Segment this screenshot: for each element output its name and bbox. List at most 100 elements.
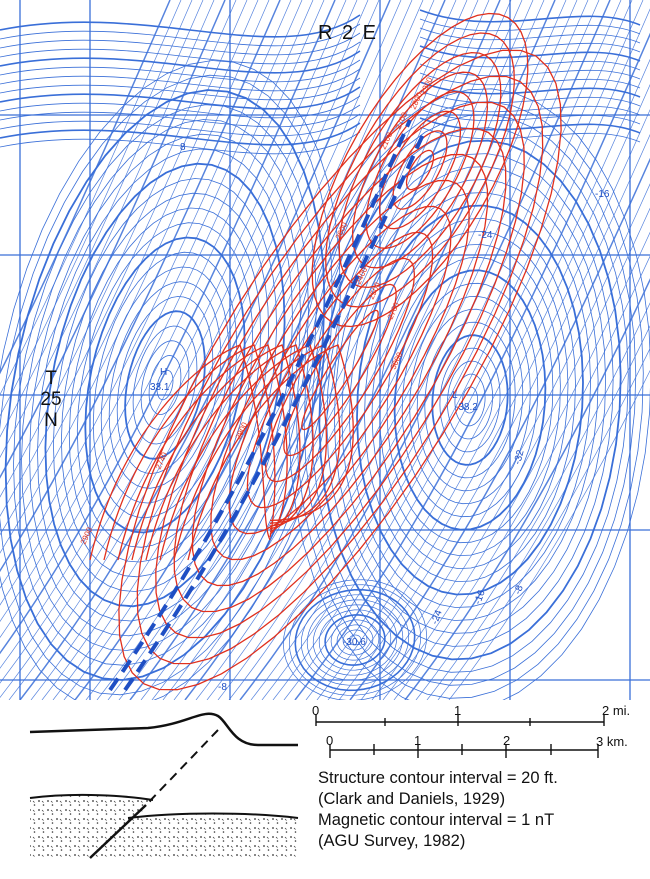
magnetic-contour-ring: [306, 599, 404, 681]
structure-contour-line: [365, 91, 475, 249]
magnetic-contour-ring: [29, 133, 301, 637]
magnetic-contour-ring: [454, 373, 486, 427]
magnetic-contour-label: -32: [512, 449, 526, 466]
magnetic-contour-line: [0, 113, 361, 137]
structure-contour-line: [118, 49, 562, 691]
structure-contour-line: [283, 283, 397, 457]
fault-solid: [89, 804, 147, 859]
magnetic-contour-ring: [156, 369, 174, 401]
magnetic-contour-ring: [60, 192, 270, 578]
magnetic-contour-line: [0, 14, 361, 38]
magnetic-contour-line: [0, 23, 361, 47]
magnetic-contour-ring: [140, 340, 190, 430]
magnetic-contour-ring: [282, 579, 428, 700]
scale-mi-0: 0: [312, 703, 320, 718]
magnetic-contour-ring: [386, 256, 554, 544]
magnetic-contour-ring: [108, 281, 222, 489]
structure-contour-line: [191, 153, 489, 587]
magnetic-contour-ring: [439, 347, 501, 453]
fault-dash-line: [108, 119, 412, 692]
magnetic-contour-label: -8: [512, 583, 526, 596]
magnetic-contour-ring: [312, 604, 398, 676]
magnetic-contour-label: -38.2: [455, 402, 478, 413]
magnetic-contour-line: [0, 41, 361, 65]
magnetic-contour-ring: [84, 236, 246, 534]
magnetic-contour-ring: [416, 308, 524, 492]
structure-contour-line: [325, 32, 515, 308]
magnetic-contour-line: [0, 0, 171, 375]
magnetic-contour-line: [419, 117, 641, 134]
magnetic-contour-label: H: [160, 367, 167, 378]
magnetic-contour-ring: [318, 139, 622, 661]
structure-contour-line: [131, 344, 301, 561]
magnetic-contour-ring: [21, 119, 309, 651]
magnetic-contour-line: [419, 36, 641, 53]
magnetic-contour-line: [0, 86, 361, 110]
magnetic-contour-line: [0, 59, 361, 83]
magnetic-contour-ring: [76, 222, 254, 548]
magnetic-contour-line: [0, 95, 361, 119]
structure-contour-line: [136, 75, 544, 665]
structure-contour-line: [228, 205, 452, 535]
magnetic-contour-line: [419, 90, 641, 107]
range-label: R 2 E: [318, 22, 379, 44]
magnetic-contour-ring: [148, 355, 182, 415]
magnetic-contour-label: -8: [218, 682, 227, 693]
magnetic-contour-ring: [288, 584, 422, 696]
magnetic-contour-ring: [52, 178, 278, 592]
magnetic-contour-ring: [132, 325, 198, 445]
fault-dashed: [145, 729, 219, 806]
magnetic-contour-ring: [409, 295, 531, 505]
magnetic-contour-ring: [356, 204, 584, 596]
scale-mi-2: 2 mi.: [602, 703, 631, 718]
structure-contour-line: [311, 12, 529, 328]
magnetic-contour-label: 33.1: [150, 382, 170, 393]
legend-structure-source: (Clark and Daniels, 1929): [318, 790, 506, 808]
magnetic-contour-line: [419, 45, 641, 62]
township-number: 25: [40, 389, 62, 410]
magnetic-contour-line: [419, 99, 641, 116]
magnetic-contour-line: [0, 77, 361, 101]
structure-contour-line: [117, 344, 288, 561]
structure-contour-line: [89, 344, 271, 561]
magnetic-contour-ring: [341, 179, 599, 621]
magnetic-contour-line: [419, 72, 641, 89]
magnetic-contour-line: [419, 27, 641, 44]
magnetic-contour-label: -16: [472, 588, 487, 606]
magnetic-contour-label: -24: [478, 230, 493, 241]
scale-km-1: 1: [414, 733, 422, 748]
scale-mi-1: 1: [454, 703, 462, 718]
magnetic-contour-ring: [324, 614, 386, 666]
magnetic-contour-line: [0, 0, 182, 396]
magnetic-contour-ring: [37, 148, 293, 622]
magnetic-contour-ring: [92, 251, 238, 519]
structure-contour-line: [103, 344, 276, 561]
scale-km-3: 3 km.: [596, 734, 628, 749]
scale-km-0: 0: [326, 733, 334, 748]
magnetic-contour-line: [419, 18, 641, 35]
magnetic-contour-line: [0, 32, 361, 56]
structure-contour-line: [392, 130, 448, 210]
magnetic-contour-ring: [4, 89, 326, 681]
surface-line: [29, 712, 298, 747]
magnetic-contour-ring: [0, 60, 341, 700]
magnetic-contour-line: [0, 68, 361, 92]
magnetic-contour-ring: [326, 153, 614, 647]
structure-contour-line: [338, 51, 502, 289]
structure-contour-line: [145, 344, 314, 561]
magnetic-contour-label: -16: [595, 189, 610, 200]
magnetic-contour-line: [0, 104, 361, 128]
cross-section-diagram: [29, 712, 299, 859]
magnetic-contour-ring: [300, 594, 410, 686]
magnetic-contour-label: 8: [180, 142, 186, 153]
township-direction: N: [44, 410, 58, 431]
township-label: T 25 N: [40, 368, 62, 431]
legend-structure-interval: Structure contour interval = 20 ft.: [318, 769, 558, 787]
magnetic-contour-ring: [296, 101, 644, 699]
magnetic-contour-line: [419, 54, 641, 71]
magnetic-contour-ring: [124, 310, 206, 460]
magnetic-contour-line: [0, 50, 361, 74]
magnetic-contour-line: [419, 9, 641, 26]
basement-right: [90, 813, 298, 858]
magnetic-contour-labels: 8 -16 -24 -38.2 -32 -30.6 -24 -16 -8 -8 33.1 H L: [150, 142, 610, 693]
